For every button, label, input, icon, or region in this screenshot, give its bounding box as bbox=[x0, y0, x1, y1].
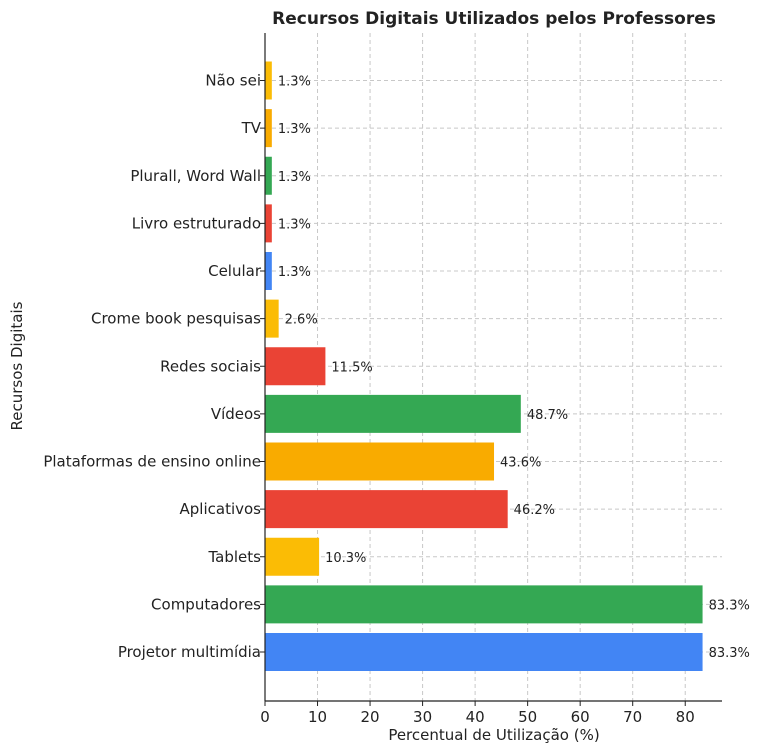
x-tick-label: 40 bbox=[466, 708, 485, 726]
value-label: 1.3% bbox=[278, 217, 311, 232]
category-label: TV bbox=[241, 119, 262, 137]
x-tick-label: 10 bbox=[308, 708, 327, 726]
value-label: 48.7% bbox=[527, 408, 568, 423]
category-label: Redes sociais bbox=[160, 357, 261, 375]
value-label: 1.3% bbox=[278, 265, 311, 280]
category-label: Tablets bbox=[208, 548, 262, 566]
category-label: Aplicativos bbox=[180, 500, 262, 518]
x-tick-label: 0 bbox=[260, 708, 270, 726]
bar bbox=[265, 537, 320, 576]
bar bbox=[265, 252, 272, 290]
category-label: Computadores bbox=[151, 595, 261, 613]
bar bbox=[265, 299, 279, 338]
category-label: Projetor multimídia bbox=[118, 643, 261, 661]
x-tick-label: 80 bbox=[676, 708, 695, 726]
category-label: Livro estruturado bbox=[132, 214, 261, 232]
category-label: Plataformas de ensino online bbox=[43, 453, 261, 471]
value-label: 83.3% bbox=[709, 646, 750, 661]
x-axis-label: Percentual de Utilização (%) bbox=[388, 726, 599, 744]
bar bbox=[265, 394, 521, 433]
value-label: 10.3% bbox=[325, 551, 366, 566]
bar bbox=[265, 204, 272, 243]
category-label: Celular bbox=[208, 262, 262, 280]
bar bbox=[265, 633, 703, 671]
value-label: 46.2% bbox=[514, 503, 555, 518]
bar bbox=[265, 347, 326, 386]
value-label: 83.3% bbox=[709, 598, 750, 613]
bar bbox=[265, 585, 703, 624]
bar bbox=[265, 442, 495, 481]
bar bbox=[265, 61, 272, 100]
labels: 0 10 20 30 40 50 60 70 80 Projetor multimídia 83.3… bbox=[43, 72, 750, 727]
category-label: Não sei bbox=[205, 72, 261, 90]
value-label: 1.3% bbox=[278, 122, 311, 137]
y-axis-label: Recursos Digitais bbox=[8, 301, 26, 430]
bars bbox=[265, 61, 703, 671]
x-tick-label: 60 bbox=[571, 708, 590, 726]
bar bbox=[265, 109, 272, 148]
value-label: 43.6% bbox=[500, 456, 541, 471]
x-tick-label: 30 bbox=[413, 708, 432, 726]
bar bbox=[265, 156, 272, 195]
chart-title: Recursos Digitais Utilizados pelos Profe… bbox=[272, 9, 716, 29]
value-label: 11.5% bbox=[331, 360, 372, 375]
x-tick-label: 70 bbox=[623, 708, 642, 726]
category-label: Vídeos bbox=[211, 405, 261, 423]
value-label: 1.3% bbox=[278, 170, 311, 185]
x-tick-label: 20 bbox=[361, 708, 380, 726]
category-label: Crome book pesquisas bbox=[91, 310, 261, 328]
value-label: 2.6% bbox=[285, 313, 318, 328]
category-label: Plurall, Word Wall bbox=[130, 167, 261, 185]
x-tick-label: 50 bbox=[518, 708, 537, 726]
value-label: 1.3% bbox=[278, 75, 311, 90]
bar bbox=[265, 490, 508, 529]
